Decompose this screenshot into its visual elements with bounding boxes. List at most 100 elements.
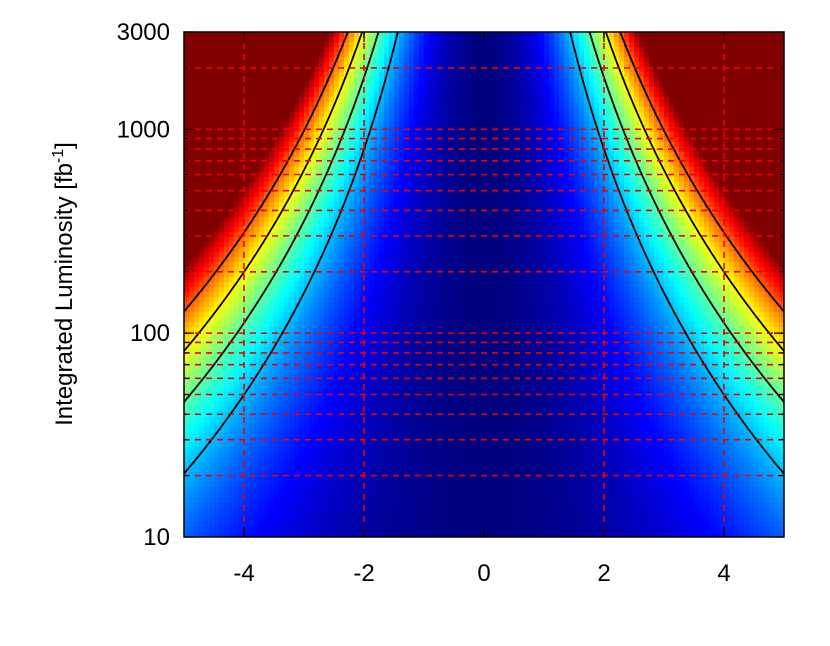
heatmap-cell [504,42,510,48]
heatmap-cell [674,37,680,43]
heatmap-cell [289,102,295,108]
heatmap-cell [269,217,275,223]
heatmap-cell [539,227,545,233]
heatmap-cell [599,37,605,43]
heatmap-cell [634,192,640,198]
heatmap-cell [504,102,510,108]
heatmap-cell [384,142,390,148]
heatmap-cell [419,137,425,143]
heatmap-cell [299,227,305,233]
heatmap-cell [249,87,255,93]
heatmap-cell [244,232,250,238]
heatmap-cell [359,197,365,203]
heatmap-cell [649,182,655,188]
heatmap-cell [479,157,485,163]
heatmap-cell [264,72,270,78]
heatmap-cell [514,32,520,38]
heatmap-cell [729,162,735,168]
heatmap-cell [194,167,200,173]
heatmap-cell [634,87,640,93]
heatmap-cell [279,142,285,148]
heatmap-cell [259,77,265,83]
heatmap-cell [519,157,525,163]
heatmap-cell [299,102,305,108]
heatmap-cell [584,32,590,38]
heatmap-cell [204,112,210,118]
heatmap-cell [509,232,515,238]
heatmap-cell [674,162,680,168]
heatmap-cell [754,112,760,118]
heatmap-cell [749,92,755,98]
heatmap-cell [254,62,260,68]
heatmap-cell [299,147,305,153]
heatmap-cell [519,152,525,158]
heatmap-cell [399,232,405,238]
heatmap-cell [219,37,225,43]
heatmap-cell [414,77,420,83]
heatmap-cell [749,182,755,188]
heatmap-cell [479,52,485,58]
heatmap-cell [629,142,635,148]
heatmap-cell [229,117,235,123]
heatmap-cell [269,37,275,43]
heatmap-cell [239,67,245,73]
heatmap-cell [594,212,600,218]
heatmap-cell [229,37,235,43]
heatmap-cell [689,72,695,78]
heatmap-cell [524,47,530,53]
heatmap-cell [614,117,620,123]
heatmap-cell [334,227,340,233]
heatmap-cell [504,72,510,78]
heatmap-cell [544,57,550,63]
heatmap-cell [464,197,470,203]
heatmap-cell [639,152,645,158]
heatmap-cell [504,202,510,208]
heatmap-cell [219,67,225,73]
heatmap-cell [569,57,575,63]
heatmap-cell [384,232,390,238]
heatmap-cell [204,92,210,98]
heatmap-cell [354,212,360,218]
heatmap-cell [684,217,690,223]
heatmap-cell [434,97,440,103]
heatmap-cell [664,227,670,233]
heatmap-cell [259,67,265,73]
heatmap-cell [599,77,605,83]
heatmap-cell [509,112,515,118]
heatmap-cell [569,192,575,198]
heatmap-cell [309,122,315,128]
heatmap-cell [579,42,585,48]
heatmap-cell [669,152,675,158]
heatmap-cell [764,217,770,223]
heatmap-cell [414,102,420,108]
heatmap-cell [544,97,550,103]
heatmap-cell [729,112,735,118]
heatmap-cell [694,47,700,53]
heatmap-cell [494,82,500,88]
heatmap-cell [224,72,230,78]
heatmap-cell [454,212,460,218]
heatmap-cell [409,47,415,53]
heatmap-cell [474,67,480,73]
heatmap-cell [739,142,745,148]
heatmap-cell [384,107,390,113]
heatmap-cell [779,152,784,158]
heatmap-cell [704,77,710,83]
heatmap-cell [764,112,770,118]
heatmap-cell [654,47,660,53]
heatmap-cell [709,52,715,58]
heatmap-cell [304,102,310,108]
heatmap-cell [199,147,205,153]
heatmap-cell [689,197,695,203]
heatmap-cell [469,102,475,108]
heatmap-cell [369,37,375,43]
heatmap-cell [469,162,475,168]
heatmap-cell [549,132,555,138]
heatmap-cell [284,227,290,233]
heatmap-cell [649,107,655,113]
heatmap-cell [544,137,550,143]
heatmap-cell [444,52,450,58]
heatmap-cell [234,32,240,38]
heatmap-cell [474,162,480,168]
heatmap-cell [589,217,595,223]
